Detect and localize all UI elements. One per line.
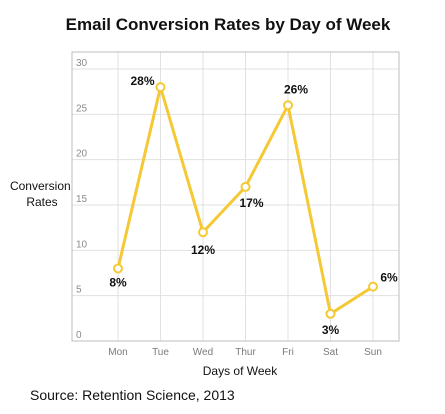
x-tick-label: Tue bbox=[152, 347, 169, 358]
grid-lines bbox=[72, 52, 399, 342]
plot-frame bbox=[71, 51, 400, 342]
y-tick-labels: 0 5 10 15 20 25 30 bbox=[76, 58, 88, 341]
data-label: 8% bbox=[109, 275, 127, 289]
x-tick-label: Thur bbox=[235, 347, 256, 358]
data-point bbox=[240, 181, 251, 192]
data-label: 12% bbox=[191, 243, 215, 257]
data-label: 6% bbox=[380, 271, 398, 285]
y-tick-label: 10 bbox=[76, 239, 88, 250]
chart-title: Email Conversion Rates by Day of Week bbox=[66, 15, 391, 34]
y-tick-label: 30 bbox=[76, 58, 88, 69]
y-axis-label: Conversion Rates bbox=[10, 179, 74, 209]
data-label: 28% bbox=[130, 74, 154, 88]
data-label: 3% bbox=[322, 323, 340, 337]
y-tick-label: 20 bbox=[76, 149, 88, 160]
data-point bbox=[325, 308, 336, 319]
y-axis-label-line-2: Rates bbox=[26, 195, 57, 209]
source-note: Source: Retention Science, 2013 bbox=[30, 387, 235, 403]
x-tick-label: Wed bbox=[193, 347, 213, 358]
y-tick-label: 15 bbox=[76, 194, 88, 205]
x-axis-label: Days of Week bbox=[203, 364, 278, 378]
y-tick-label: 5 bbox=[76, 285, 82, 296]
data-point bbox=[198, 227, 208, 238]
x-tick-label: Mon bbox=[108, 347, 127, 358]
y-tick-label: 25 bbox=[76, 103, 88, 114]
y-axis-label-line-1: Conversion bbox=[10, 179, 71, 193]
data-point bbox=[155, 82, 166, 93]
data-label: 17% bbox=[239, 196, 263, 210]
data-point bbox=[368, 281, 378, 292]
x-tick-labels: Mon Tue Wed Thur Fri Sat Sun bbox=[108, 347, 382, 358]
x-tick-label: Fri bbox=[282, 347, 294, 358]
data-point bbox=[283, 100, 293, 111]
data-point bbox=[113, 263, 123, 274]
x-tick-label: Sun bbox=[364, 347, 382, 358]
data-labels: 8% 28% 12% 17% 26% 3% 6% bbox=[109, 74, 398, 337]
data-label: 26% bbox=[284, 82, 308, 96]
x-tick-label: Sat bbox=[323, 347, 338, 358]
series-line-group bbox=[113, 82, 378, 319]
y-tick-label: 0 bbox=[76, 330, 82, 341]
